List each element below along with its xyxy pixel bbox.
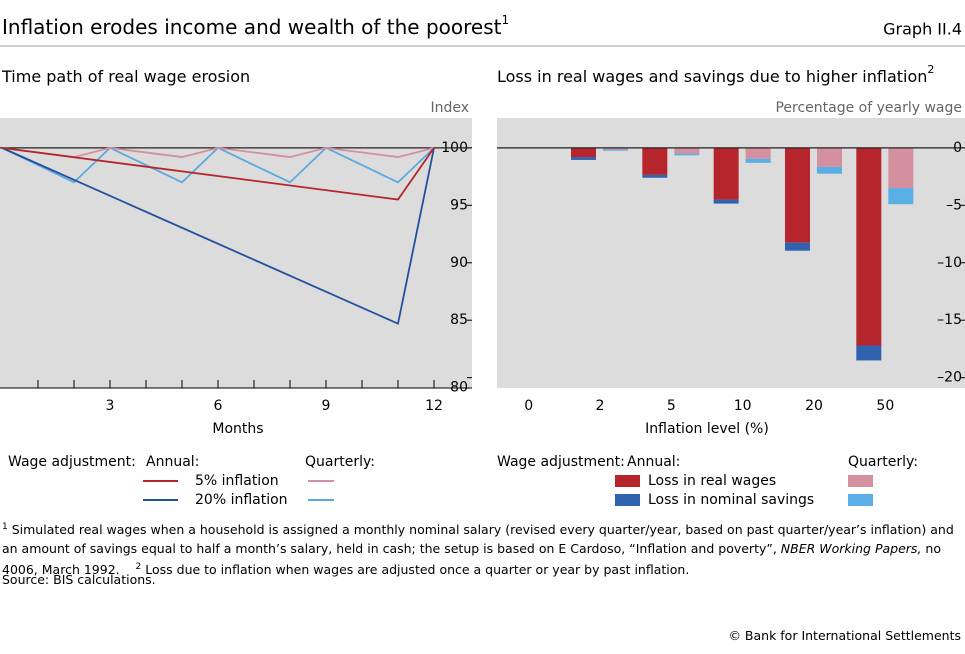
graph-id: Graph II.4: [883, 20, 962, 39]
legend-swatch: [848, 475, 873, 487]
footnote-text: no 4006, March 1992.: [2, 541, 941, 578]
legend-title: Wage adjustment:: [497, 454, 625, 470]
line-series: [1, 146, 435, 201]
legend-label: Loss in nominal savings: [648, 492, 814, 508]
y-unit-label: Percentage of yearly wage: [775, 100, 962, 116]
y-tick-label: 90: [450, 255, 468, 271]
y-tick-label: –15: [937, 312, 962, 328]
x-axis-label: Months: [212, 421, 263, 437]
x-tick-label: 6: [214, 398, 223, 414]
panel-title-note: 2: [927, 63, 934, 76]
bar: [888, 147, 914, 189]
bar: [603, 149, 628, 151]
bar: [785, 242, 810, 251]
bar: [856, 345, 882, 361]
bar: [785, 147, 810, 243]
x-tick-label: 2: [596, 398, 605, 414]
panel-title-text: Time path of real wage erosion: [1, 67, 250, 86]
panel-title-text: Loss in real wages and savings due to hi…: [497, 67, 927, 86]
bar: [817, 166, 842, 174]
legend-swatch: [615, 475, 640, 487]
page-title: Inflation erodes income and wealth of th…: [2, 13, 509, 39]
bar: [817, 147, 842, 167]
bar: [642, 147, 668, 175]
footnote-text: Loss due to inflation when wages are adj…: [145, 562, 690, 578]
legend-label: Loss in real wages: [648, 473, 776, 489]
title-text: Inflation erodes income and wealth of th…: [2, 15, 502, 39]
legend-group: Annual:: [627, 454, 680, 470]
y-tick-label: –10: [937, 255, 962, 271]
footnotes: 1 Simulated real wages when a household …: [2, 518, 960, 579]
x-tick-label: 9: [322, 398, 331, 414]
bar: [856, 147, 882, 346]
legend-label: 20% inflation: [195, 492, 288, 508]
title-note: 1: [501, 13, 509, 27]
panel-title: Time path of real wage erosion: [1, 67, 250, 86]
x-tick-label: 5: [667, 398, 676, 414]
plot-background: [0, 118, 472, 388]
bar: [745, 158, 771, 163]
y-unit-label: Index: [430, 100, 469, 116]
line-series: [1, 147, 435, 325]
bar: [603, 147, 628, 150]
y-tick-label: –5: [946, 197, 962, 213]
legend-label: 5% inflation: [195, 473, 279, 489]
x-tick-label: 10: [734, 398, 752, 414]
y-tick-label: 85: [450, 312, 468, 328]
bar: [745, 147, 771, 159]
footnote-marker: 2: [135, 562, 142, 573]
legend-title: Wage adjustment:: [8, 454, 136, 470]
legend-swatch: [848, 494, 873, 506]
legend-swatch: [615, 494, 640, 506]
bar: [888, 188, 914, 205]
x-tick-label: 0: [524, 398, 533, 414]
bar: [642, 174, 668, 178]
x-tick-label: 20: [805, 398, 823, 414]
bar: [674, 147, 700, 154]
y-tick-label: –20: [937, 370, 962, 386]
line-series: [1, 146, 435, 158]
legend-group: Annual:: [146, 454, 199, 470]
legend-group: Quarterly:: [305, 454, 375, 470]
bar: [571, 147, 596, 158]
bar: [571, 157, 596, 160]
x-tick-label: 3: [106, 398, 115, 414]
bar: [713, 199, 739, 204]
bar: [713, 147, 739, 200]
copyright: © Bank for International Settlements: [728, 628, 961, 643]
legend-group: Quarterly:: [848, 454, 918, 470]
y-tick-label: 95: [450, 197, 468, 213]
panel-title: Loss in real wages and savings due to hi…: [497, 63, 934, 86]
footnote-marker: 1: [2, 522, 8, 532]
x-tick-label: 12: [425, 398, 443, 414]
footnote-text: NBER Working Papers,: [780, 541, 922, 557]
footnote-text: Simulated real wages when a household is…: [2, 522, 954, 557]
x-axis-label: Inflation level (%): [645, 421, 769, 437]
x-tick-label: 50: [876, 398, 894, 414]
source: Source: BIS calculations.: [2, 572, 156, 587]
bar: [674, 153, 700, 156]
